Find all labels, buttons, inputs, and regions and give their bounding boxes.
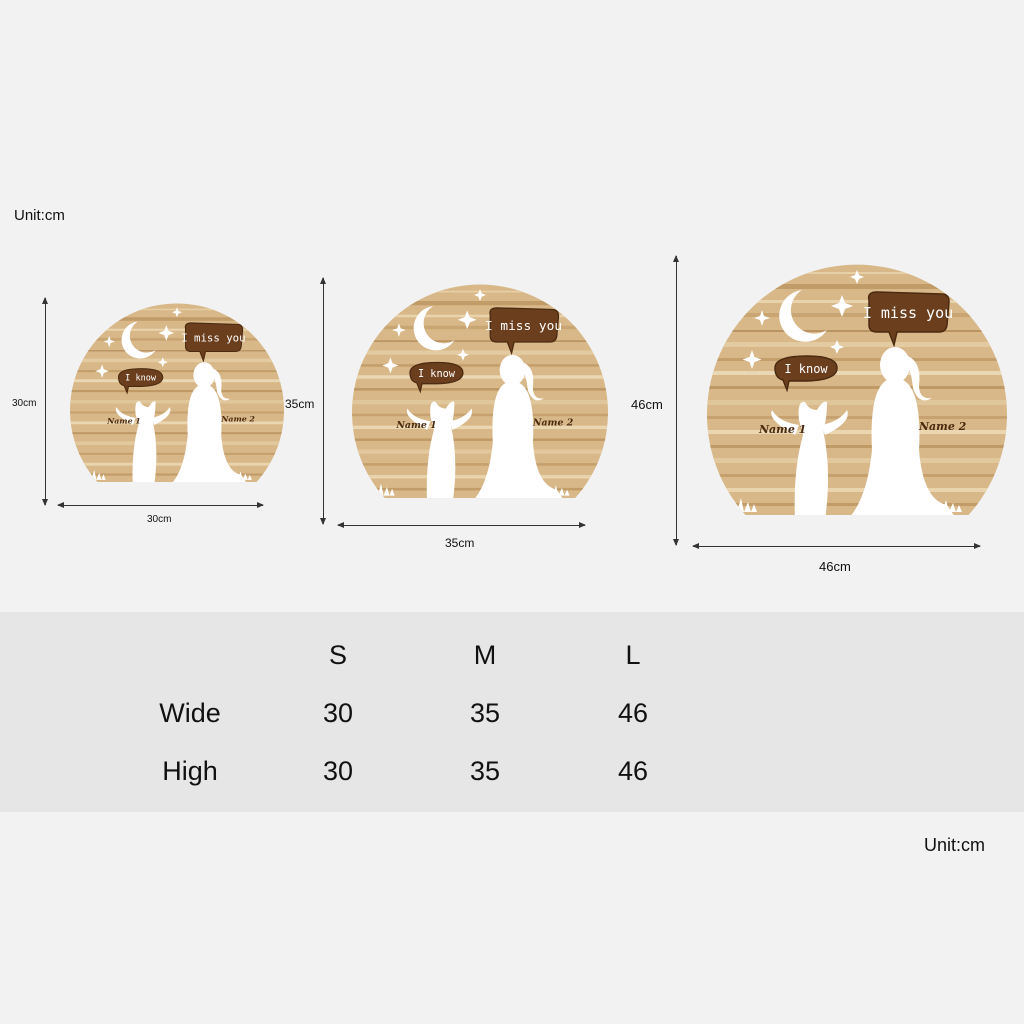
moon-icon xyxy=(121,321,156,359)
bubble-right-text: I miss you xyxy=(863,304,953,322)
wood-plaque-graphic: I miss you I know Name 1 Name 2 xyxy=(70,303,284,483)
height-dimension-line-large xyxy=(673,255,679,546)
cell-wide-m: 35 xyxy=(469,698,501,728)
wood-plaque-graphic: I miss you I know Name 1 Name 2 xyxy=(707,264,1007,515)
row-label-high: High xyxy=(162,756,218,786)
unit-label-top: Unit:cm xyxy=(14,207,65,224)
arrowhead-icon xyxy=(257,502,264,508)
height-label-large: 46cm xyxy=(631,397,663,412)
size-table: S M L Wide 30 35 46 High 30 35 46 xyxy=(0,612,1024,812)
cell-high-m: 35 xyxy=(469,756,501,786)
plaque-small: I miss you I know Name 1 Name 2 xyxy=(70,293,284,507)
speech-bubble-left: I know xyxy=(774,355,838,393)
height-dimension-line-small xyxy=(42,297,48,506)
column-header-l: L xyxy=(625,640,641,670)
arrowhead-icon xyxy=(673,539,679,546)
arrowhead-icon xyxy=(42,297,48,304)
moon-icon xyxy=(779,290,827,342)
name-right-text: Name 2 xyxy=(220,414,255,423)
name-left-text: Name 1 xyxy=(395,420,436,431)
arrowhead-icon xyxy=(673,255,679,262)
bubble-left-text: I know xyxy=(418,368,456,380)
height-label-small: 30cm xyxy=(12,398,37,409)
width-dimension-line-small xyxy=(57,502,264,508)
cell-wide-s: 30 xyxy=(322,698,354,728)
cell-high-s: 30 xyxy=(322,756,354,786)
wood-plaque-graphic: I miss you I know Name 1 Name 2 xyxy=(352,284,608,499)
cell-high-l: 46 xyxy=(617,756,649,786)
height-label-medium: 35cm xyxy=(285,397,315,411)
name-left-text: Name 1 xyxy=(758,423,806,436)
moon-icon xyxy=(413,306,455,351)
speech-bubble-right: I miss you xyxy=(485,307,562,356)
bubble-left-text: I know xyxy=(784,362,828,376)
width-dimension-line-large xyxy=(692,543,981,549)
cell-wide-l: 46 xyxy=(617,698,649,728)
column-header-m: M xyxy=(473,640,497,670)
girl-and-cat-silhouette-icon xyxy=(377,354,570,499)
unit-label-bottom: Unit:cm xyxy=(924,835,986,855)
speech-bubble-right: I miss you xyxy=(181,322,246,363)
width-label-medium: 35cm xyxy=(445,536,475,550)
speech-bubble-right: I miss you xyxy=(863,291,953,348)
width-dimension-line-medium xyxy=(337,522,586,528)
arrowhead-icon xyxy=(320,277,326,284)
arrowhead-icon xyxy=(42,499,48,506)
arrowhead-icon xyxy=(579,522,586,528)
arrowhead-icon xyxy=(692,543,699,549)
wood-grain xyxy=(707,272,1007,506)
width-label-large: 46cm xyxy=(819,559,851,574)
girl-and-cat-silhouette-icon xyxy=(91,362,252,483)
row-label-wide: Wide xyxy=(159,698,221,728)
height-dimension-line-medium xyxy=(320,277,326,525)
bubble-right-text: I miss you xyxy=(485,319,562,334)
arrowhead-icon xyxy=(337,522,344,528)
arrowhead-icon xyxy=(974,543,981,549)
bubble-left-text: I know xyxy=(125,374,157,384)
speech-bubble-left: I know xyxy=(117,368,164,395)
name-right-text: Name 2 xyxy=(918,420,967,433)
arrowhead-icon xyxy=(57,502,64,508)
arrowhead-icon xyxy=(320,518,326,525)
plaque-large: I miss you I know Name 1 Name 2 xyxy=(707,250,1007,550)
plaque-medium: I miss you I know Name 1 Name 2 xyxy=(352,272,608,528)
column-header-s: S xyxy=(328,640,348,670)
name-left-text: Name 1 xyxy=(106,417,141,426)
bubble-right-text: I miss you xyxy=(181,332,245,345)
speech-bubble-left: I know xyxy=(409,361,464,394)
girl-and-cat-silhouette-icon xyxy=(737,347,962,515)
name-right-text: Name 2 xyxy=(532,418,574,429)
width-label-small: 30cm xyxy=(147,514,172,525)
